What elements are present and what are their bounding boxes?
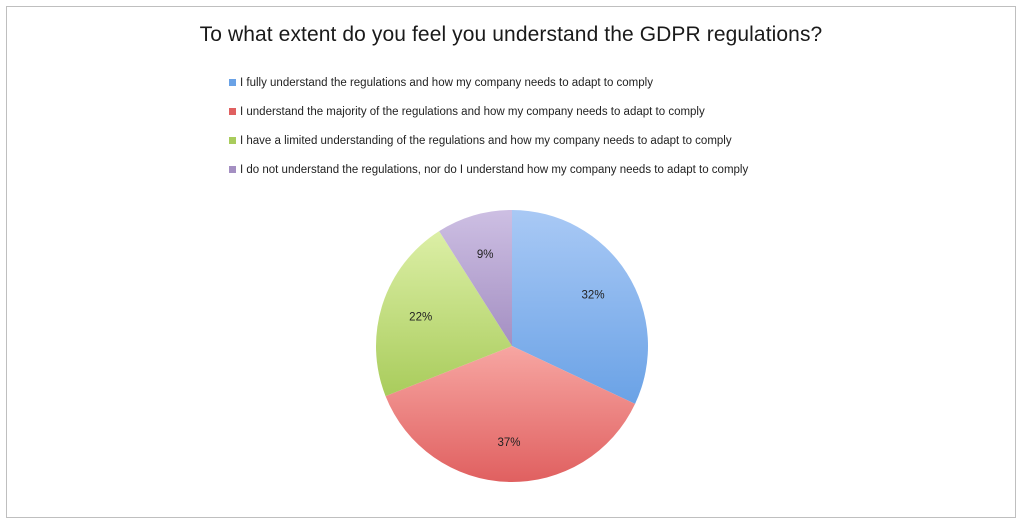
legend-label: I have a limited understanding of the re… [240,134,732,147]
legend-label: I understand the majority of the regulat… [240,105,705,118]
slice-data-label: 9% [477,249,494,261]
legend-swatch [229,137,236,144]
pie-slice [512,210,648,404]
legend-swatch [229,79,236,86]
legend-item: I do not understand the regulations, nor… [229,155,748,184]
pie-chart: 32% 37% 22% 9% [376,210,648,482]
legend-label: I do not understand the regulations, nor… [240,163,749,176]
chart-legend: I fully understand the regulations and h… [229,68,748,184]
pie-slice [376,231,512,397]
chart-title: To what extent do you feel you understan… [199,23,823,46]
chart-frame: To what extent do you feel you understan… [6,6,1016,518]
legend-swatch [229,166,236,173]
legend-label: I fully understand the regulations and h… [240,76,653,89]
slice-data-label: 22% [409,311,432,323]
pie-slice [439,210,512,346]
pie-slice [385,346,636,482]
legend-swatch [229,108,236,115]
slice-data-label: 37% [497,437,520,449]
legend-item: I have a limited understanding of the re… [229,126,748,155]
slice-data-label: 32% [582,290,605,302]
legend-item: I fully understand the regulations and h… [229,68,748,97]
legend-item: I understand the majority of the regulat… [229,97,748,126]
